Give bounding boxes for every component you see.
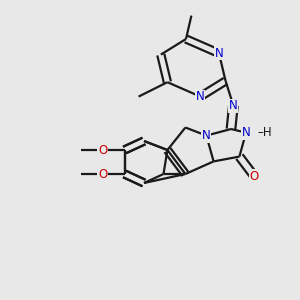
- Text: O: O: [98, 167, 107, 181]
- Text: N: N: [196, 90, 205, 103]
- Text: O: O: [250, 170, 259, 183]
- Text: –H: –H: [257, 126, 272, 139]
- Text: N: N: [214, 47, 224, 60]
- Text: N: N: [202, 129, 211, 142]
- Text: N: N: [242, 126, 250, 139]
- Text: O: O: [98, 143, 107, 157]
- Text: N: N: [229, 99, 238, 112]
